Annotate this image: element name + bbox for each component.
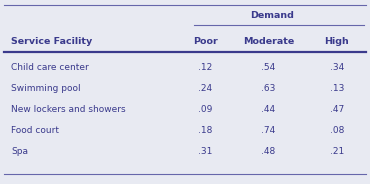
Text: .13: .13 xyxy=(330,84,344,93)
Text: .54: .54 xyxy=(261,63,275,72)
Text: Poor: Poor xyxy=(193,37,218,46)
Text: Service Facility: Service Facility xyxy=(11,37,92,46)
Text: .47: .47 xyxy=(330,105,344,114)
Text: .24: .24 xyxy=(198,84,212,93)
Text: .63: .63 xyxy=(261,84,275,93)
Text: .18: .18 xyxy=(198,126,212,135)
Text: Demand: Demand xyxy=(250,11,294,20)
Text: Spa: Spa xyxy=(11,147,28,156)
Text: .31: .31 xyxy=(198,147,212,156)
Text: .44: .44 xyxy=(261,105,275,114)
Text: .08: .08 xyxy=(330,126,344,135)
Text: .12: .12 xyxy=(198,63,212,72)
Text: .74: .74 xyxy=(261,126,275,135)
Text: Food court: Food court xyxy=(11,126,59,135)
Text: High: High xyxy=(324,37,349,46)
Text: .09: .09 xyxy=(198,105,212,114)
Text: Swimming pool: Swimming pool xyxy=(11,84,81,93)
Text: Moderate: Moderate xyxy=(243,37,294,46)
Text: .48: .48 xyxy=(261,147,275,156)
Text: New lockers and showers: New lockers and showers xyxy=(11,105,126,114)
Text: .21: .21 xyxy=(330,147,344,156)
Text: Child care center: Child care center xyxy=(11,63,89,72)
Text: .34: .34 xyxy=(330,63,344,72)
